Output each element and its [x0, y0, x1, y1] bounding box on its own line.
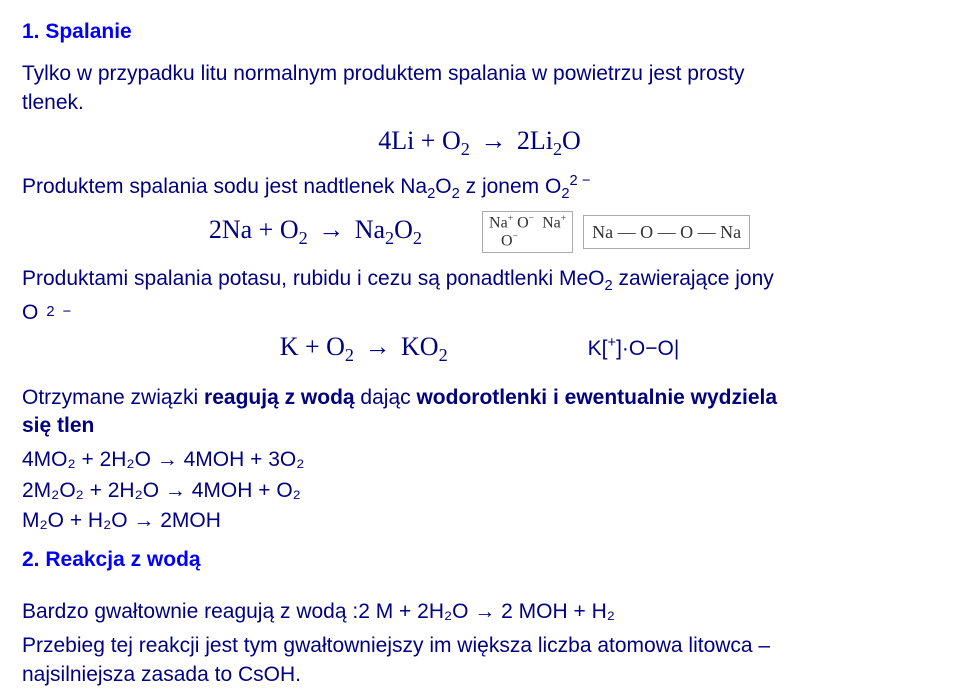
p4b: dając [355, 386, 417, 409]
eq2-lhs: 2Na + O [209, 215, 299, 244]
section-2-title: 2. Reakcja z wodą [22, 546, 937, 574]
p2-sup: 2 − [570, 173, 591, 189]
eq1-arrow [476, 126, 510, 155]
paragraph-6: Przebieg tej reakcji jest tym gwałtownie… [22, 632, 937, 689]
ko2-structure-label: K[+]·O−O| [588, 334, 680, 363]
p7-text: najsilniejsza zasada to CsOH. [22, 663, 301, 686]
p2-sub3: 2 [561, 186, 569, 202]
p2-pre: Produktem spalania sodu jest nadtlenek N… [22, 175, 427, 198]
p6-text: Przebieg tej reakcji jest tym gwałtownie… [22, 634, 770, 657]
eq1-sub: 2 [461, 139, 470, 159]
p1-line1: Tylko w przypadku litu normalnym produkt… [22, 62, 744, 85]
eq1-rhs-suf: O [562, 126, 581, 155]
eq2-arrow [314, 215, 348, 244]
section-1-title: 1. Spalanie [22, 18, 937, 46]
equation-3-row: K + O2 KO2 K[+]·O−O| [22, 329, 937, 368]
p4c: się tlen [22, 414, 94, 437]
eq3-rhs: KO [401, 332, 439, 361]
cb1-na1: Na [489, 214, 508, 231]
eq2-rhs: Na [355, 215, 385, 244]
reaction-2: 2M₂O₂ + 2H₂O → 4MOH + O₂ [22, 477, 937, 505]
eq1-rhs: 2Li [517, 126, 553, 155]
cb1-m1: − [529, 213, 534, 224]
cb1-p2: + [561, 213, 566, 224]
eq3-sub: 2 [345, 345, 354, 365]
reaction-list: 4MO₂ + 2H₂O → 4MOH + 3O₂ 2M₂O₂ + 2H₂O → … [22, 446, 937, 535]
p1-line2: tlenek. [22, 91, 84, 114]
o2-label: O [22, 299, 38, 327]
paragraph-4: Otrzymane związki reagują z wodą dając w… [22, 384, 937, 441]
ko2-post: ]·O−O| [616, 337, 679, 360]
eq3-lhs: K + O [280, 332, 345, 361]
cb1-m2: − [513, 231, 518, 242]
eq1-rhs-sub: 2 [553, 139, 562, 159]
o2-sup: − [63, 303, 72, 323]
o2-sub: 2 [46, 303, 54, 323]
p2-sub2: 2 [452, 186, 460, 202]
p4-bold1: reagują z wodą [204, 386, 355, 409]
equation-2: 2Na + O2 Na2O2 [209, 212, 422, 251]
ko2-plus: + [608, 335, 617, 351]
equation-1: 4Li + O2 2Li2O [22, 123, 937, 162]
reaction-1: 4MO₂ + 2H₂O → 4MOH + 3O₂ [22, 446, 937, 474]
cb1-o1: O [517, 214, 529, 231]
reaction-3: M₂O + H₂O → 2MOH [22, 507, 937, 535]
eq2-rhs-suf: O [394, 215, 413, 244]
paragraph-1: Tylko w przypadku litu normalnym produkt… [22, 60, 937, 117]
o2-minus-line: O2− [22, 299, 937, 327]
chem-diagram-ionic: Na+ O− Na+ O− [482, 211, 573, 253]
eq3-rhs-sub: 2 [439, 345, 448, 365]
eq3-arrow [361, 332, 395, 361]
p3-sub: 2 [605, 278, 613, 294]
equation-3: K + O2 KO2 [280, 329, 448, 368]
cb1-p1: + [508, 213, 513, 224]
chem-diagram-covalent: Na — O — O — Na [583, 215, 750, 249]
eq2-rhs-sub: 2 [385, 229, 394, 249]
p3-suf: zawierające jony [613, 267, 774, 290]
equation-2-row: 2Na + O2 Na2O2 Na+ O− Na+ O− Na — O — O … [22, 211, 937, 253]
cb1-o2: O [501, 232, 513, 249]
paragraph-2: Produktem spalania sodu jest nadtlenek N… [22, 172, 937, 205]
ko2-pre: K[ [588, 337, 608, 360]
eq2-sub: 2 [299, 229, 308, 249]
paragraph-5: Bardzo gwałtownie reagują z wodą :2 M + … [22, 598, 937, 626]
p2-after: z jonem O [460, 175, 562, 198]
chem-diagram-group: Na+ O− Na+ O− Na — O — O — Na [482, 211, 750, 253]
p4-bold2: wodorotlenki i ewentualnie wydziela [416, 386, 777, 409]
eq1-lhs: 4Li + O [378, 126, 461, 155]
eq2-rhs-sub2: 2 [413, 229, 422, 249]
cb1-na2: Na [542, 214, 561, 231]
p4a: Otrzymane związki [22, 386, 204, 409]
paragraph-3: Produktami spalania potasu, rubidu i cez… [22, 265, 937, 297]
p3-text: Produktami spalania potasu, rubidu i cez… [22, 267, 605, 290]
p2-mid: O [435, 175, 451, 198]
